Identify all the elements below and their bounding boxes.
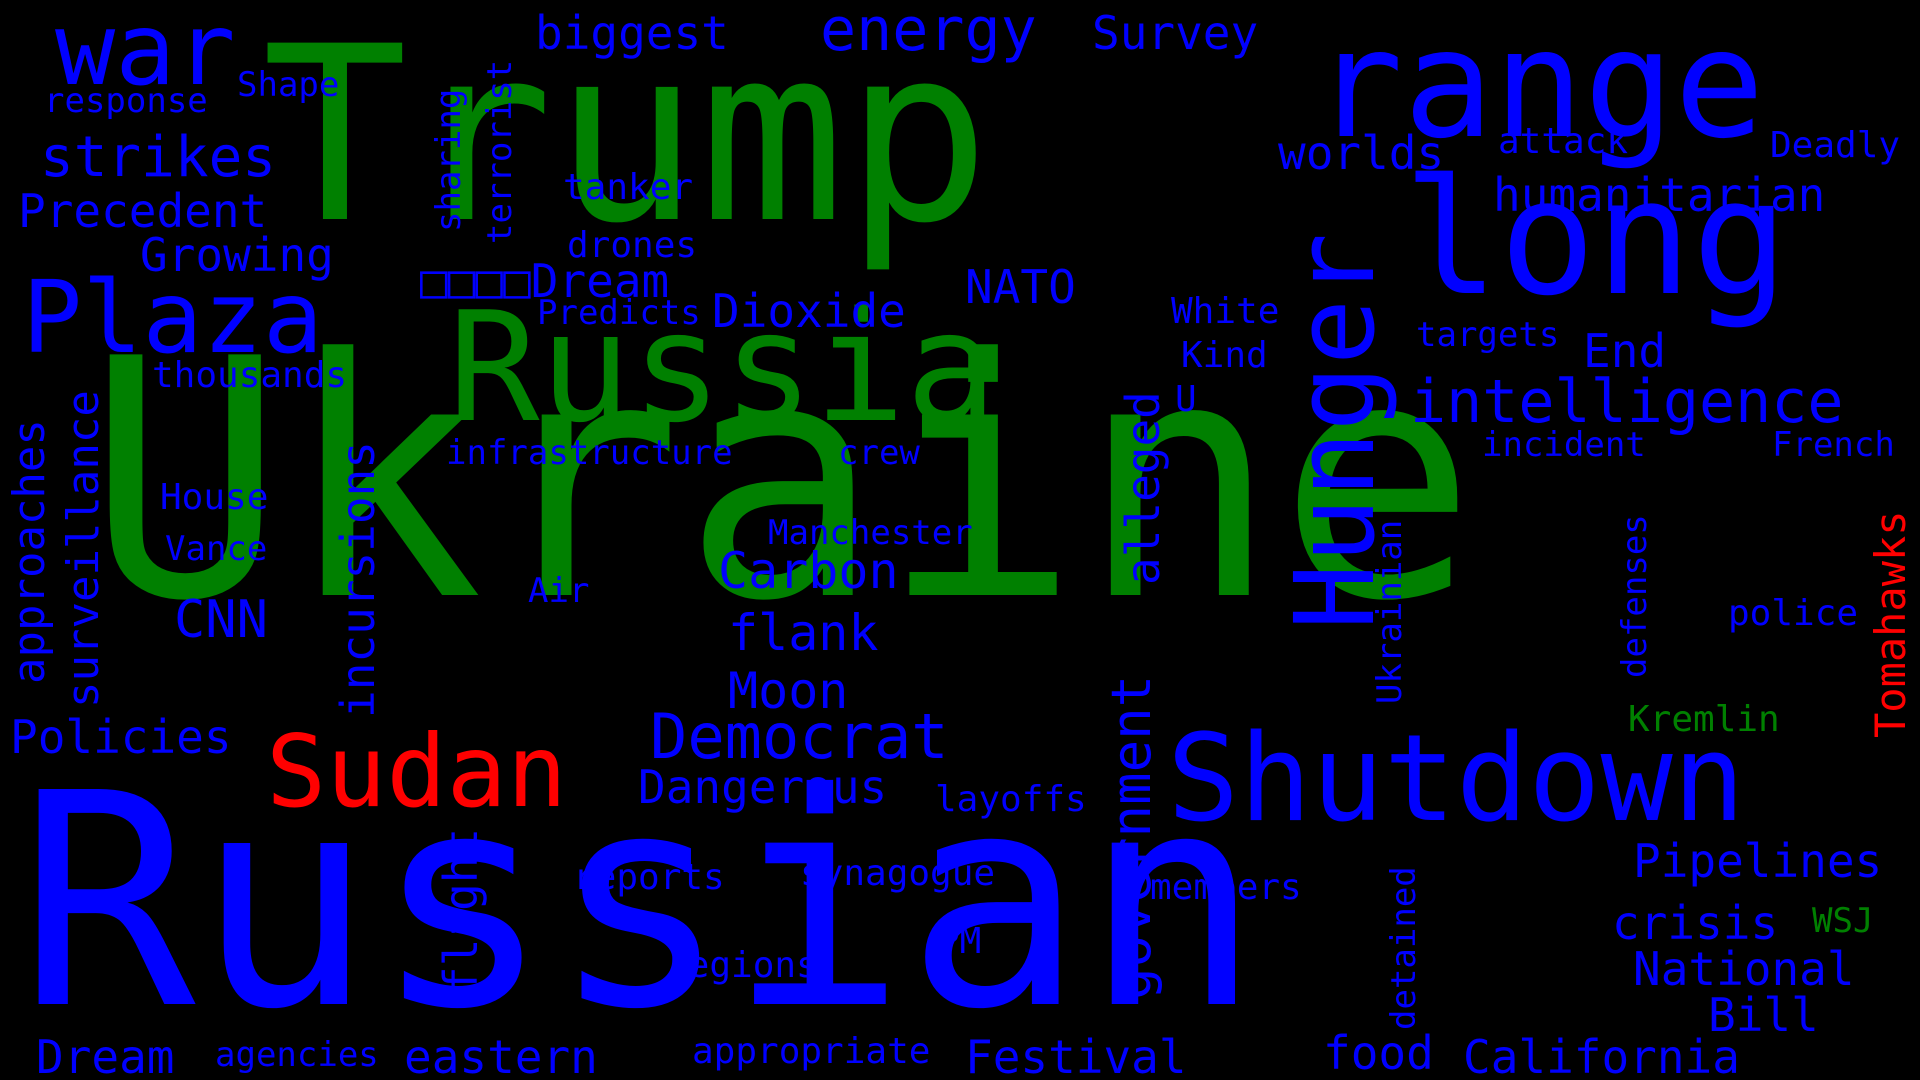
word-crew: crew	[838, 433, 920, 473]
word-end: End	[1583, 324, 1667, 378]
word-bill: Bill	[1708, 988, 1819, 1042]
word-range: range	[1313, 0, 1765, 172]
word-predicts: Predicts	[537, 293, 701, 333]
word-trump: Trump	[262, 0, 991, 277]
word-dream: Dream	[36, 1030, 175, 1080]
word-cnn: CNN	[174, 590, 268, 650]
word-strikes: strikes	[40, 125, 277, 190]
word-carbon: Carbon	[718, 542, 899, 600]
word-long: long	[1403, 144, 1789, 331]
word-vance: Vance	[165, 529, 268, 569]
word-government: government	[1100, 674, 1163, 1000]
word-growing: Growing	[140, 228, 334, 282]
word-incident: incident	[1482, 425, 1646, 465]
word-alleged: alleged	[1116, 391, 1170, 585]
word-plaza: Plaza	[22, 259, 324, 376]
word-energy: energy	[820, 0, 1037, 65]
word-air: Air	[528, 571, 590, 611]
word-food: food	[1323, 1026, 1434, 1080]
word-shutdown: Shutdown	[1167, 710, 1745, 849]
word-dioxide: Dioxide	[712, 284, 906, 338]
word-pm: PM	[938, 921, 982, 962]
word-terrorist: terrorist	[480, 59, 520, 244]
word-house: House	[160, 477, 269, 518]
word-flight: flight	[434, 827, 488, 994]
word-shape: Shape	[237, 65, 340, 105]
word-response: response	[44, 81, 208, 121]
word-tomahawks: Tomahawks	[1866, 510, 1915, 738]
word-crisis: crisis	[1612, 896, 1779, 950]
word-festival: Festival	[965, 1030, 1187, 1080]
word-thousands: thousands	[152, 355, 348, 396]
word-reports: reports	[573, 857, 725, 898]
word-tanker: tanker	[563, 167, 694, 208]
word-drones: drones	[567, 225, 698, 266]
word-wsj: WSJ	[1812, 901, 1874, 941]
word-nato: NATO	[965, 260, 1076, 314]
word-ukraine: Ukraine	[86, 289, 1477, 673]
word-police: police	[1728, 593, 1859, 634]
word-intelligence: intelligence	[1410, 367, 1844, 437]
word-kremlin: Kremlin	[1628, 699, 1780, 740]
word-dream-boxes: □□□□Dream	[420, 254, 670, 308]
word-national: National	[1633, 942, 1855, 996]
word-flank: flank	[728, 604, 879, 662]
word-synagogue: synagogue	[800, 853, 996, 894]
word-democrat: Democrat	[650, 700, 949, 773]
word-appropriate: appropriate	[692, 1031, 931, 1072]
word-ukrainian: Ukrainian	[1370, 519, 1410, 704]
word-sharing: sharing	[429, 88, 469, 232]
word-worlds: worlds	[1278, 126, 1445, 180]
word-incursions: incursions	[331, 441, 385, 718]
word-approaches: approaches	[4, 419, 55, 684]
word-agencies: agencies	[215, 1035, 379, 1075]
word-russia: Russia	[448, 279, 998, 456]
word-manchester: Manchester	[768, 513, 973, 553]
word-layoffs: layoffs	[935, 779, 1087, 820]
word-policies: Policies	[10, 710, 232, 764]
word-russian: Russian	[18, 730, 1262, 1074]
word-pipelines: Pipelines	[1633, 834, 1883, 888]
word-kind: Kind	[1181, 335, 1268, 376]
word-members: members	[1150, 867, 1302, 908]
word-u: U	[1175, 379, 1197, 420]
word-deadly: Deadly	[1770, 125, 1901, 166]
word-california: California	[1463, 1030, 1740, 1080]
word-humanitarian: humanitarian	[1493, 168, 1826, 222]
word-eastern: eastern	[404, 1030, 598, 1080]
word-french: French	[1772, 425, 1895, 465]
word-regions: regions	[666, 945, 818, 986]
word-defenses: defenses	[1615, 514, 1655, 678]
word-white: White	[1171, 291, 1280, 332]
word-attack: attack	[1498, 121, 1629, 162]
word-targets: targets	[1416, 315, 1560, 355]
word-dangerous: Dangerous	[638, 760, 888, 814]
word-biggest: biggest	[535, 6, 729, 60]
word-infrastructure: infrastructure	[446, 433, 733, 473]
word-surveillance: surveillance	[58, 390, 109, 708]
word-war: war	[55, 0, 236, 108]
word-detained: detained	[1384, 866, 1424, 1030]
word-moon: Moon	[728, 662, 849, 720]
word-survey: Survey	[1092, 6, 1259, 60]
word-sudan: Sudan	[266, 713, 568, 830]
word-precedent: Precedent	[18, 184, 268, 238]
